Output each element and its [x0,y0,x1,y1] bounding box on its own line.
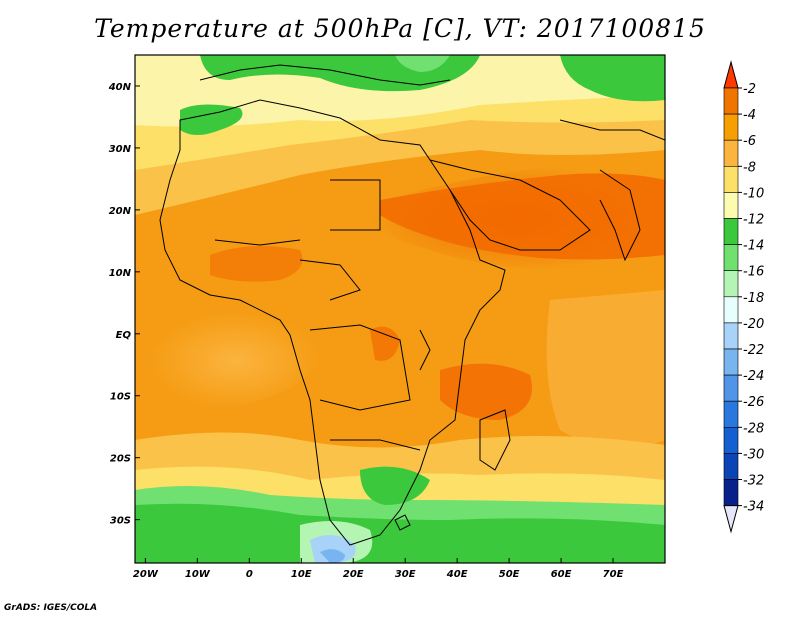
lat-tick-label: EQ [116,330,132,341]
lon-tick-label: 40E [446,569,468,580]
colorbar-label: -20 [743,317,764,332]
colorbar-label: -22 [743,343,764,358]
colorbar-label: -10 [743,186,764,201]
colorbar-label: -28 [743,421,764,436]
lon-tick-label: 30E [395,569,416,580]
lon-tick-label: 10W [185,569,211,580]
colorbar-swatch [723,270,739,298]
lat-tick-label: 30N [109,144,132,155]
colorbar-swatch [723,479,739,506]
colorbar-label: -2 [743,82,756,97]
colorbar-bottom-arrow [723,505,739,534]
colorbar-swatch [723,296,739,324]
colorbar-swatch [723,348,739,376]
lon-tick-label: 70E [603,569,624,580]
colorbar-swatch [723,166,739,193]
colorbar-swatch [723,374,739,402]
lat-tick-label: 30S [110,516,131,527]
lat-tick-label: 20S [110,454,131,465]
colorbar-swatch [723,113,739,141]
map-frame [134,54,666,564]
colorbar-label: -16 [743,265,764,280]
colorbar-swatch [723,400,739,428]
colorbar-swatch [723,87,739,115]
chart-title: Temperature at 500hPa [C], VT: 201710081… [94,14,706,43]
colorbar-label: -24 [743,369,764,384]
colorbar-label: -26 [743,395,764,410]
colorbar-label: -8 [743,160,756,175]
lon-tick-label: 60E [551,569,572,580]
colorbar-label: -32 [743,474,764,489]
lat-tick-label: 40N [108,82,132,93]
colorbar-label: -12 [743,213,764,228]
lat-tick-label: 10N [109,268,132,279]
lat-tick-label: 20N [109,206,132,217]
credit-text: GrADS: IGES/COLA [4,603,98,613]
colorbar-swatch [723,244,739,272]
colorbar-label: -14 [743,239,764,254]
colorbar-top-arrow [723,60,739,89]
colorbar-label: -18 [743,291,764,306]
lon-tick-label: 50E [499,569,520,580]
temperature-field [135,55,665,563]
colorbar-swatch [723,218,739,245]
colorbar-swatch [723,139,739,167]
longitude-ticks: 20W 10W 0 10E 20E 30E 40E 50E 60E 70E [133,558,624,580]
colorbar-label: -34 [743,500,764,515]
coastlines [159,64,665,546]
colorbar-swatch [723,426,739,454]
lon-tick-label: 10E [291,569,312,580]
colorbar-label: -4 [743,108,756,123]
colorbar-swatch [723,453,739,480]
colorbar-swatch [723,322,739,350]
latitude-ticks: 40N 30N 20N 10N EQ 10S 20S 30S [108,82,140,527]
colorbar-label: -6 [743,134,756,149]
lon-tick-label: 20W [133,569,159,580]
lon-tick-label: 0 [246,569,253,580]
colorbar: -2 -4 -6 -8 -10 -12 -14 -16 -18 -20 -22 -24 -26 -28 -3… [723,60,764,534]
lon-tick-label: 20E [343,569,364,580]
lat-tick-label: 10S [110,392,131,403]
colorbar-label: -30 [743,447,764,462]
colorbar-swatch [723,192,739,219]
